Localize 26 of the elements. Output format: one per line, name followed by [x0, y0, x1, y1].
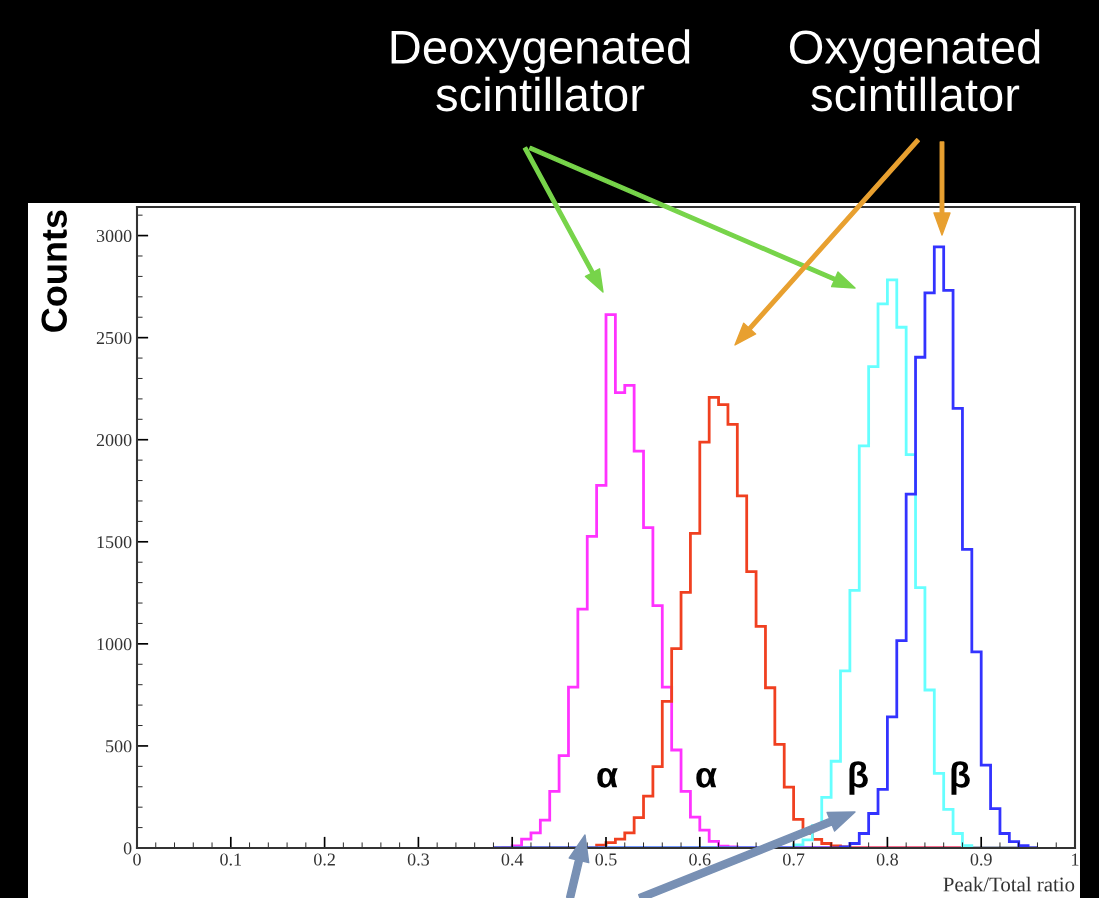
x-tick-label: 0: [133, 853, 141, 866]
y-tick-label: 1000: [97, 638, 132, 651]
x-tick-label: 1: [1072, 853, 1079, 866]
y-tick-label: 0: [123, 842, 132, 855]
x-tick-label: 0.8: [876, 853, 898, 866]
y-axis-title: Counts: [41, 210, 67, 332]
x-tick-label: 0.6: [689, 853, 711, 866]
text: Oxygenated scintillator: [789, 29, 1040, 112]
annotation: α: [597, 767, 618, 788]
annotation: α: [696, 767, 717, 788]
text: Deoxygenated scintillator: [391, 29, 690, 112]
x-tick-label: 0.1: [220, 853, 241, 866]
x-tick-label: 0.9: [970, 853, 992, 866]
x-tick-label: 0.2: [314, 853, 335, 866]
y-tick-label: 2000: [96, 433, 132, 447]
y-tick-label: 3000: [96, 229, 132, 243]
x-tick-label: 0.7: [783, 853, 805, 866]
y-tick-label: 1500: [97, 536, 132, 549]
x-tick-label: 0.5: [595, 853, 617, 866]
x-tick-label: 0.4: [501, 853, 524, 866]
x-tick-label: 0.3: [407, 853, 429, 866]
x-axis-title: Peak/Total ratio: [943, 876, 1075, 892]
y-tick-label: 2500: [96, 331, 132, 345]
annotation: β: [951, 761, 970, 795]
annotation: β: [849, 761, 868, 795]
y-tick-label: 500: [106, 740, 132, 753]
